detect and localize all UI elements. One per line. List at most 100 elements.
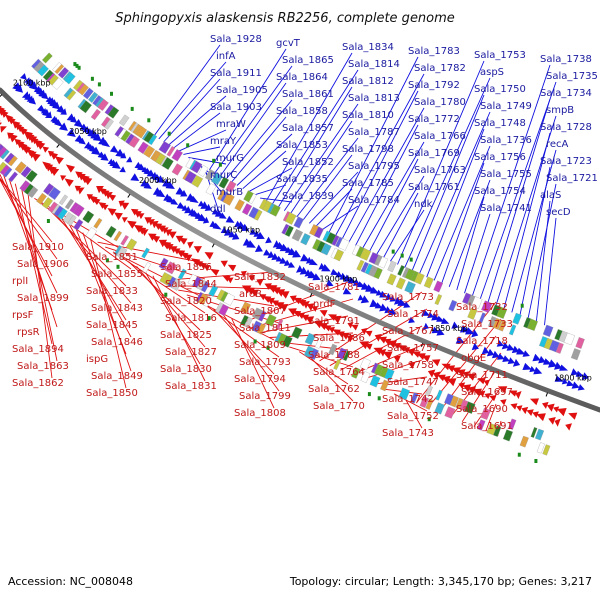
category-block (141, 247, 150, 259)
gene-label: Sala_1845 (86, 320, 138, 331)
gene-arrow (393, 355, 401, 363)
scale-tick-label: 2050 kbp (69, 127, 107, 136)
category-block (58, 194, 69, 206)
category-block (190, 160, 203, 174)
category-block (148, 134, 158, 146)
category-block (113, 230, 123, 242)
category-block (464, 401, 476, 414)
category-block (386, 273, 397, 286)
gene-arrow (506, 343, 515, 351)
gene-arrow (52, 101, 61, 110)
gene-arrow (369, 286, 380, 294)
gene-label: Sala_1833 (86, 286, 138, 297)
gene-label: Sala_1748 (474, 118, 526, 129)
gene-arrow (389, 295, 397, 302)
gene-arrow (532, 411, 539, 418)
gene-arrow (189, 195, 199, 203)
scale-tick-mark (0, 94, 3, 98)
gene-arrow (28, 81, 39, 91)
forward-leader-line (411, 94, 485, 272)
category-block (104, 118, 114, 130)
gene-label: recA (546, 139, 569, 150)
forward-leader-line (355, 124, 419, 246)
gene-arrow (566, 380, 575, 387)
gene-arrow (154, 223, 163, 230)
gene-arrow (483, 379, 490, 386)
category-block (419, 396, 429, 408)
gene-arrow (497, 386, 508, 393)
gene-arrow (102, 190, 110, 197)
gene-label: Sala_1697 (461, 387, 513, 398)
gene-label: Sala_1784 (348, 195, 400, 206)
gene-arrow (575, 370, 585, 377)
category-block (275, 319, 284, 330)
gene-arrow (169, 246, 178, 253)
category-block (128, 135, 140, 149)
category-block (434, 402, 445, 415)
gene-arrow (151, 220, 159, 229)
category-block (398, 387, 411, 401)
gene-arrow (64, 178, 74, 187)
gene-label: Sala_1761 (408, 182, 460, 193)
category-block (320, 242, 332, 256)
category-block (449, 395, 459, 408)
category-block (41, 197, 53, 210)
gene-arrow (364, 343, 373, 350)
gene-label: Sala_1763 (414, 165, 466, 176)
category-block (170, 278, 182, 291)
gene-label: Sala_1794 (234, 374, 286, 385)
gene-arrow (101, 139, 111, 148)
forward-leader-line (519, 166, 551, 316)
reverse-leader-line (372, 376, 428, 385)
category-block (338, 238, 350, 251)
gene-arrow (359, 341, 369, 350)
gene-label: secD (546, 207, 571, 218)
reverse-leader-line (404, 398, 423, 429)
category-block (435, 389, 443, 401)
gene-arrow (328, 326, 335, 334)
reverse-leader-line (8, 178, 58, 328)
gene-arrow (148, 219, 155, 226)
gene-arrow (321, 264, 331, 272)
category-block (118, 114, 130, 127)
gene-arrow (486, 348, 495, 357)
gene-arrow (193, 246, 202, 254)
gene-arrow (165, 181, 175, 189)
gene-arrow (510, 403, 518, 410)
gene-label: Sala_1928 (210, 34, 262, 45)
category-block (203, 295, 213, 308)
forward-leader-line (418, 111, 491, 275)
reverse-leader-line (169, 284, 280, 290)
gene-arrow (134, 211, 142, 218)
reverse-leader-line (485, 403, 497, 432)
gene-arrow (471, 329, 479, 338)
category-block (36, 192, 47, 205)
gene-label: Sala_1862 (12, 378, 64, 389)
category-block (97, 98, 109, 112)
scale-tick-mark (545, 392, 548, 397)
gene-arrow (323, 325, 332, 332)
category-block (67, 214, 77, 226)
gene-arrow (42, 146, 50, 153)
gene-arrow (477, 378, 486, 385)
reverse-leader-line (14, 183, 53, 345)
gene-arrow (346, 334, 354, 343)
reverse-strand-labels: Sala_1910 Sala_1906 rplI Sala_1899 rpsF rpsR S… (12, 242, 513, 439)
category-block (41, 52, 53, 64)
forward-leader-line (404, 77, 491, 268)
gene-arrow (264, 283, 272, 290)
gene-arrow (91, 146, 101, 156)
category-block (43, 183, 55, 196)
gene-arrow (342, 287, 352, 295)
gene-label: Sala_1812 (342, 76, 394, 87)
category-block (64, 72, 76, 85)
scale-ticks: 2100 kbp 2050 kbp 2000 kbp 1950 kbp 1900 kbp… (0, 78, 592, 397)
gene-arrow (297, 299, 307, 307)
category-block (204, 168, 216, 181)
category-block (304, 332, 316, 346)
category-block (239, 314, 249, 327)
gene-arrow (554, 361, 562, 370)
rna-marker (218, 162, 222, 167)
gene-label: Sala_1772 (408, 114, 460, 125)
gene-arrow (170, 198, 179, 205)
